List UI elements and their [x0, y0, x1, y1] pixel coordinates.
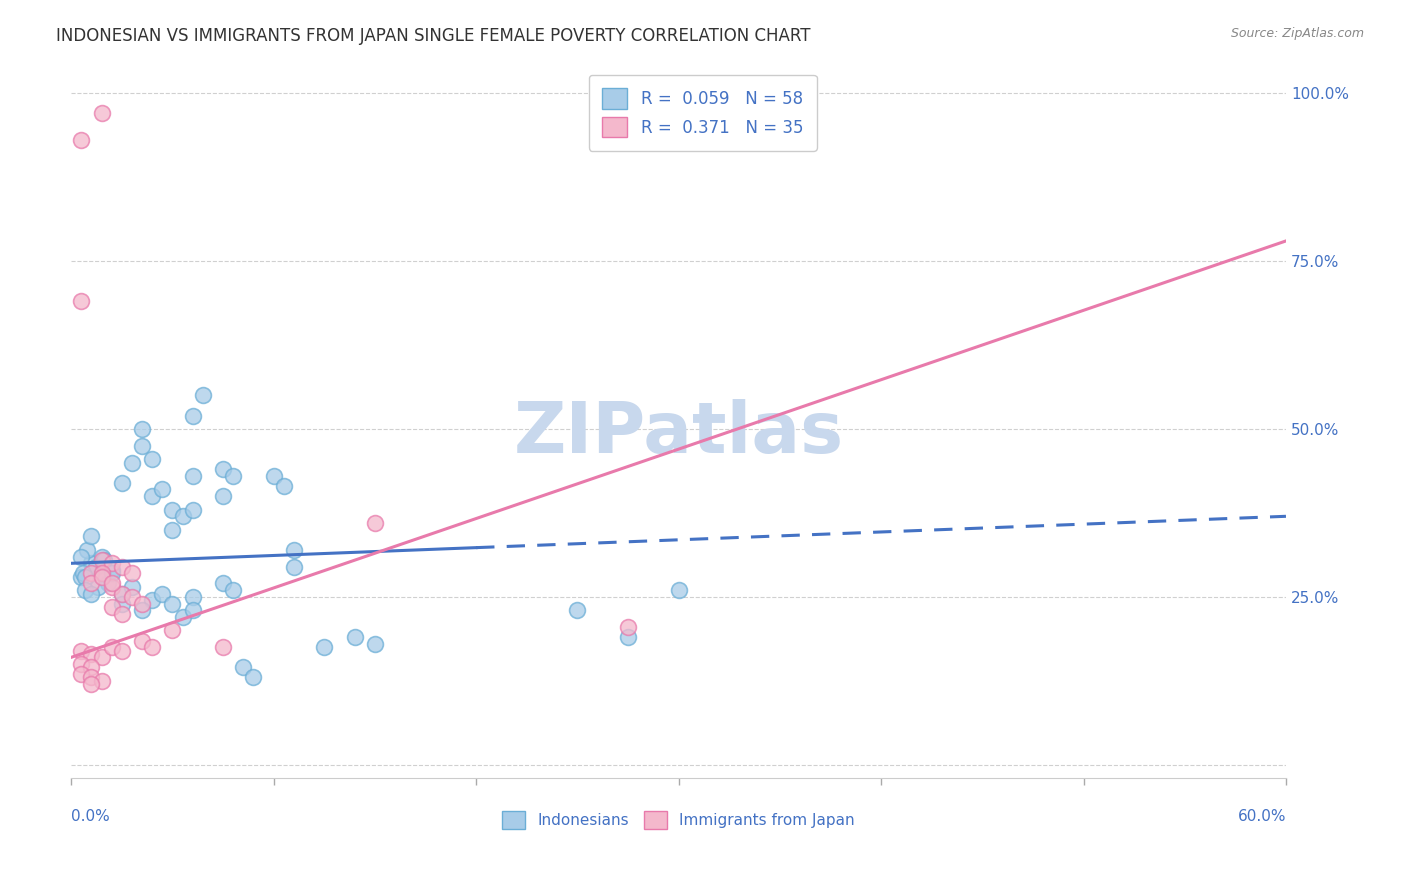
Point: [131, 422, 153, 436]
Point: [90, 673, 112, 688]
Point: [121, 566, 143, 581]
Point: [90, 106, 112, 120]
Point: [100, 640, 122, 655]
Point: [668, 583, 690, 598]
Point: [111, 586, 134, 600]
Point: [90, 566, 112, 581]
Point: [100, 563, 122, 577]
Point: [314, 640, 336, 655]
Point: [212, 462, 235, 476]
Point: [567, 603, 589, 617]
Point: [131, 597, 153, 611]
Point: [150, 483, 173, 497]
Point: [90, 553, 112, 567]
Point: [172, 610, 194, 624]
Point: [141, 452, 163, 467]
Point: [80, 660, 103, 674]
Point: [86, 580, 108, 594]
Point: [242, 671, 264, 685]
Point: [70, 667, 93, 681]
Point: [75, 583, 97, 598]
Point: [80, 671, 103, 685]
Point: [364, 516, 387, 530]
Point: [121, 580, 143, 594]
Point: [212, 489, 235, 503]
Point: [191, 388, 214, 402]
Point: [343, 630, 366, 644]
Point: [76, 542, 98, 557]
Point: [90, 650, 112, 665]
Point: [162, 597, 184, 611]
Text: ZIPatlas: ZIPatlas: [513, 399, 844, 467]
Point: [100, 557, 122, 571]
Point: [90, 566, 112, 581]
Text: INDONESIAN VS IMMIGRANTS FROM JAPAN SINGLE FEMALE POVERTY CORRELATION CHART: INDONESIAN VS IMMIGRANTS FROM JAPAN SING…: [56, 27, 811, 45]
Point: [75, 570, 97, 584]
Point: [162, 523, 184, 537]
Point: [162, 502, 184, 516]
Point: [181, 502, 204, 516]
Point: [90, 549, 112, 564]
Point: [131, 603, 153, 617]
Text: Source: ZipAtlas.com: Source: ZipAtlas.com: [1230, 27, 1364, 40]
Point: [172, 509, 194, 524]
Point: [111, 559, 134, 574]
Point: [100, 580, 122, 594]
Point: [93, 553, 115, 567]
Point: [70, 549, 93, 564]
Point: [150, 586, 173, 600]
Point: [232, 660, 254, 674]
Point: [90, 570, 112, 584]
Point: [111, 586, 134, 600]
Point: [212, 640, 235, 655]
Point: [162, 624, 184, 638]
Point: [70, 643, 93, 657]
Text: 60.0%: 60.0%: [1237, 809, 1286, 824]
Point: [72, 566, 94, 581]
Point: [222, 469, 245, 483]
Point: [80, 677, 103, 691]
Point: [181, 469, 204, 483]
Point: [80, 566, 103, 581]
Point: [212, 576, 235, 591]
Point: [121, 590, 143, 604]
Point: [141, 593, 163, 607]
Point: [100, 566, 122, 581]
Point: [111, 597, 134, 611]
Point: [80, 529, 103, 543]
Point: [617, 630, 640, 644]
Point: [131, 633, 153, 648]
Point: [97, 576, 120, 591]
Point: [181, 590, 204, 604]
Point: [617, 620, 640, 634]
Point: [80, 557, 103, 571]
Point: [100, 576, 122, 591]
Point: [121, 456, 143, 470]
Point: [70, 133, 93, 147]
Point: [141, 489, 163, 503]
Point: [141, 640, 163, 655]
Point: [80, 586, 103, 600]
Point: [263, 469, 285, 483]
Point: [70, 570, 93, 584]
Point: [131, 439, 153, 453]
Point: [283, 542, 305, 557]
Point: [273, 479, 295, 493]
Point: [80, 576, 103, 591]
Point: [80, 647, 103, 661]
Point: [111, 607, 134, 621]
Point: [70, 294, 93, 309]
Text: 0.0%: 0.0%: [72, 809, 110, 824]
Point: [84, 559, 107, 574]
Point: [181, 603, 204, 617]
Point: [364, 637, 387, 651]
Point: [181, 409, 204, 423]
Point: [111, 475, 134, 490]
Legend: Indonesians, Immigrants from Japan: Indonesians, Immigrants from Japan: [496, 805, 860, 835]
Point: [222, 583, 245, 598]
Point: [111, 643, 134, 657]
Point: [70, 657, 93, 671]
Point: [100, 599, 122, 614]
Point: [283, 559, 305, 574]
